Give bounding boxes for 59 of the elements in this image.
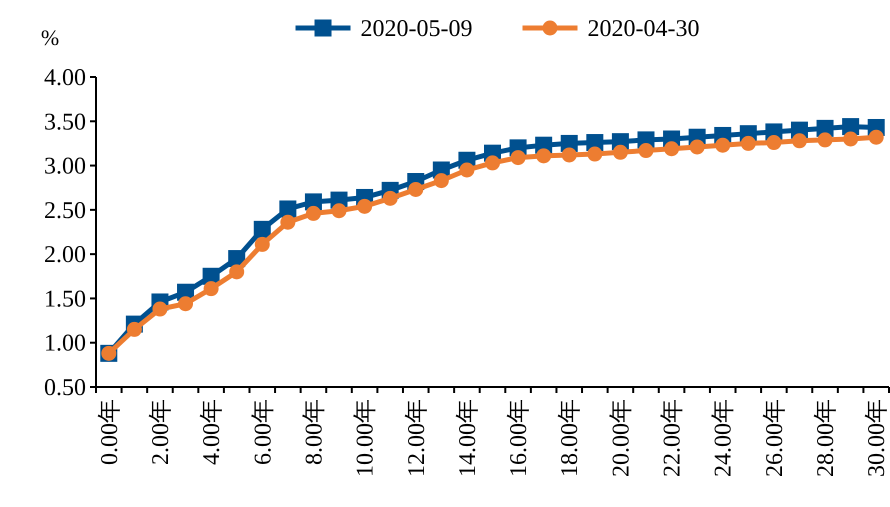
point [562,147,577,162]
x-tick-label: 4.00年 [199,399,226,465]
point [792,133,807,148]
point [279,200,296,218]
point [766,135,782,150]
x-tick-label: 12.00年 [404,399,430,477]
legend-label: 2020-05-09 [360,16,472,42]
point [280,214,296,230]
y-tick-label: 4.00 [44,65,86,91]
x-tick-label: 2.00年 [148,399,174,465]
point [690,139,705,154]
y-tick-label: 3.50 [44,109,86,136]
point [485,155,500,170]
x-tick-label: 6.00年 [250,399,276,465]
x-tick-label: 16.00年 [506,399,532,477]
point [126,322,142,337]
point [254,220,271,238]
y-tick-label: 1.00 [44,330,86,357]
point [178,296,194,312]
x-tick-label: 18.00年 [557,399,584,477]
point [843,132,858,146]
x-tick-label: 28.00年 [813,399,840,477]
y-tick-label: 2.50 [44,198,86,224]
point [612,144,628,160]
point [152,302,168,317]
y-tick-label: 3.00 [44,154,86,180]
x-tick-label: 20.00年 [608,399,634,477]
point [818,132,833,148]
point [382,190,398,206]
point [357,198,372,214]
y-tick-label: 1.50 [44,286,86,312]
point [434,173,449,188]
point [664,141,680,156]
point [254,236,270,252]
point [459,162,474,178]
x-tick-label: 26.00年 [762,399,788,477]
y-axis-title: % [40,25,60,50]
point [332,203,347,218]
point [306,206,321,221]
point [536,148,552,164]
point [229,264,244,280]
x-tick-label: 22.00年 [660,399,686,477]
point [510,150,526,166]
point [868,130,884,145]
point [587,146,602,162]
x-tick-label: 24.00年 [710,399,737,477]
y-tick-label: 2.00 [44,242,86,268]
x-tick-label: 14.00年 [454,399,481,477]
x-tick-label: 10.00年 [352,399,379,477]
point [204,281,219,296]
legend-label: 2020-04-30 [588,16,700,42]
y-tick-label: 0.50 [44,375,86,401]
point [740,136,756,151]
x-tick-label: 0.00年 [96,399,123,465]
point [715,138,730,153]
x-tick-label: 8.00年 [301,399,328,465]
point [408,182,424,197]
point [638,143,654,158]
x-tick-label: 30.00年 [864,399,890,477]
